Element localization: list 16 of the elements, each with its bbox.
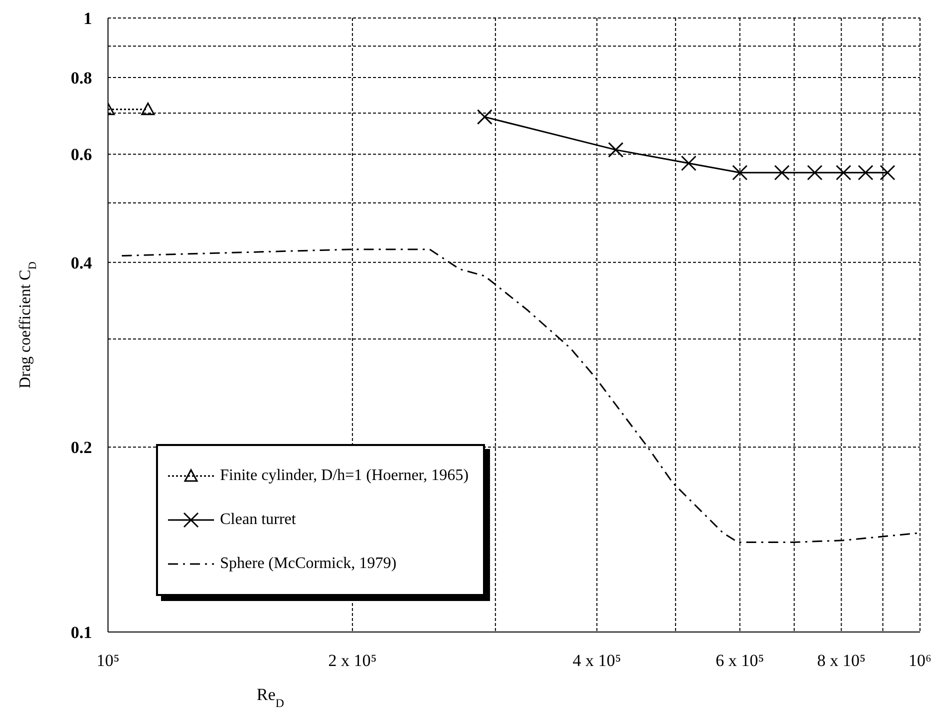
y-tick-label: 0.2 [70,438,92,458]
x-tick-label: 10⁶ [908,651,932,670]
x-tick-label: 2 x 10⁵ [328,651,377,670]
y-tick-label: 0.1 [70,623,92,642]
x-axis-title: Re$_{D}$ [256,685,285,710]
y-tick-label: 0.6 [70,145,92,164]
legend-label: Clean turret [220,510,296,530]
x-tick-label: 8 x 10⁵ [817,651,866,670]
x-tick-label: 6 x 10⁵ [716,651,764,670]
legend-label: Finite cylinder, D/h=1 (Hoerner, 1965) [220,466,469,486]
y-tick-label: 1 [84,9,92,28]
legend-label: Sphere (McCormick, 1979) [220,554,396,574]
y-tick-label: 0.4 [70,253,92,272]
x-tick-label: 4 x 10⁵ [572,651,622,670]
x-tick-label: 10⁵ [96,651,120,670]
y-tick-label: 0.8 [70,68,92,88]
